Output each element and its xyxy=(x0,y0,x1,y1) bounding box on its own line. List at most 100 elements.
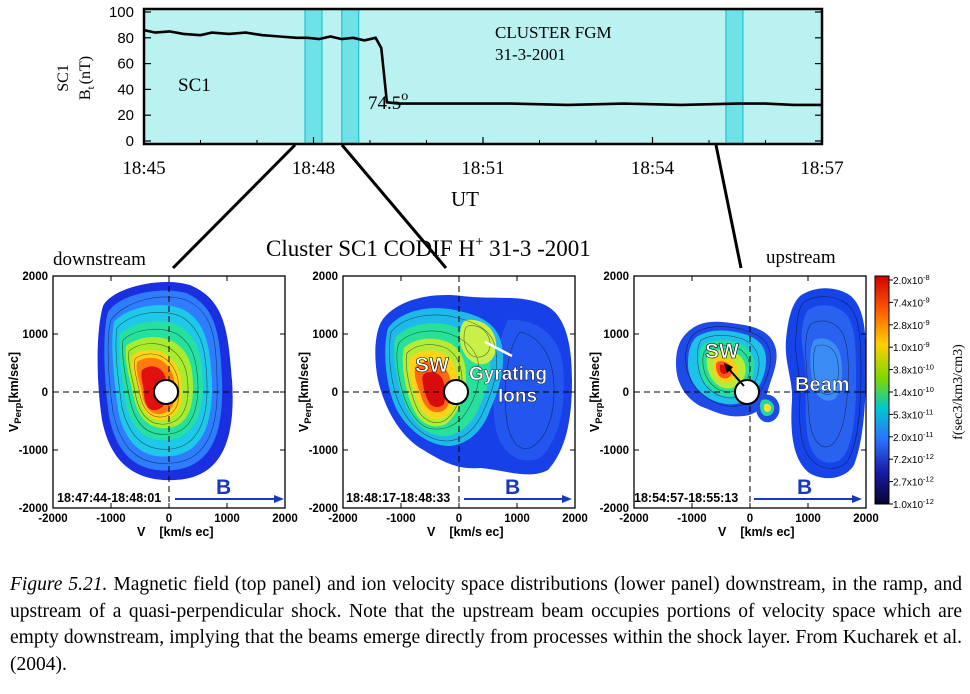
vperp-tick-label: 0 xyxy=(623,387,629,399)
vperp-tick-label: -1000 xyxy=(19,445,48,457)
date-title: 31-3-2001 xyxy=(495,45,566,64)
vperp-tick-label: 2000 xyxy=(603,271,629,283)
colorbar-label: 5.3x10-11 xyxy=(893,407,933,421)
highlight-band-3 xyxy=(725,8,744,145)
v-tick-label: -1000 xyxy=(96,513,125,525)
plot-background xyxy=(144,9,822,144)
origin-marker xyxy=(734,379,760,405)
x-tick-label: 18:54 xyxy=(631,158,675,179)
colorbar-label: 2.0x10-8 xyxy=(893,273,930,287)
colorbar: 2.0x10-8 7.4x10-9 2.8x10-9 1.0x10-9 3.8x10-1… xyxy=(874,273,966,511)
sw-label-ramp: SW xyxy=(415,354,449,377)
y-tick-label: 80 xyxy=(117,30,134,47)
b-arrow-downstream: B xyxy=(175,476,284,503)
vperp-axis-label: VPerp[km/sec] xyxy=(588,352,605,432)
b-label-downstream: B xyxy=(216,476,231,499)
time-label-downstream: 18:47:44-18:48:01 xyxy=(57,491,161,505)
vperp-tick-label: 1000 xyxy=(312,329,338,341)
colorbar-label: 1.0x10-12 xyxy=(893,497,934,511)
caption-text: Magnetic field (top panel) and ion veloc… xyxy=(10,574,963,675)
colorbar-label: 2.8x10-9 xyxy=(893,318,930,332)
vperp-axis-label: VPerp[km/sec] xyxy=(297,352,314,432)
vperp-tick-label: 2000 xyxy=(22,271,48,283)
vperp-tick-label: -2000 xyxy=(600,503,629,515)
field-magnitude-line xyxy=(143,28,822,107)
x-tick-label: 18:48 xyxy=(292,158,335,179)
x-tick-label: 18:51 xyxy=(461,158,504,179)
highlight-bands xyxy=(304,8,744,145)
distribution-panel-ramp: -2000-2000 -1000 -1000 0 0 1000 1000 2000 2000 V[… xyxy=(297,271,588,539)
colorbar-label: 7.4x10-9 xyxy=(893,295,930,309)
time-label-upstream: 18:54:57-18:55:13 xyxy=(634,491,738,505)
panel-annotations: 18:47:44-18:48:01 18:48:17-18:48:33 18:5… xyxy=(57,340,862,505)
v-axis-label: V [km/s ec] xyxy=(718,525,795,539)
figure-caption: Figure 5.21. Magnetic field (top panel) … xyxy=(10,572,962,678)
figure: 100 80 60 40 20 0 18:45 18:48 18:51 18:54 18:57 S… xyxy=(7,4,966,539)
gyrating-label-2: Ions xyxy=(498,386,537,407)
vperp-axis-label: VPerp[km/sec] xyxy=(7,352,24,432)
v-axis-label: V [km/s ec] xyxy=(427,525,504,539)
b-arrow-upstream: B xyxy=(754,476,862,503)
v-tick-label: 2000 xyxy=(853,513,879,525)
colorbar-title: f(sec3/km3/cm3) xyxy=(951,344,966,440)
v-tick-label: 2000 xyxy=(562,513,588,525)
x-axis-label: UT xyxy=(451,187,479,211)
b-label-upstream: B xyxy=(797,476,812,499)
v-tick-label: -2000 xyxy=(619,513,648,525)
colorbar-label: 7.2x10-12 xyxy=(893,452,934,466)
vperp-tick-label: 2000 xyxy=(312,271,338,283)
y-tick-label: 60 xyxy=(117,56,134,73)
y-tick-label: 40 xyxy=(117,81,134,98)
v-axis-label: V [km/s ec] xyxy=(137,525,214,539)
sw-label-upstream: SW xyxy=(705,340,739,363)
b-label-ramp: B xyxy=(505,476,520,499)
highlight-band-2 xyxy=(341,8,360,145)
vperp-tick-label: 0 xyxy=(42,387,48,399)
v-tick-label: 0 xyxy=(166,513,172,525)
x-axis-ticks: 18:45 18:48 18:51 18:54 18:57 xyxy=(122,137,844,179)
distribution-blob xyxy=(375,295,572,475)
gyrating-label-1: Gyrating xyxy=(469,364,547,385)
y-tick-label: 100 xyxy=(109,4,134,21)
v-tick-label: -1000 xyxy=(677,513,706,525)
vperp-tick-label: 1000 xyxy=(603,329,629,341)
sc1-inner-label: SC1 xyxy=(178,75,211,96)
distribution-panel-downstream: -2000-2000 -1000 -1000 0 0 1000 1000 2000 2000 V[… xyxy=(7,271,298,539)
magnetic-field-panel: 100 80 60 40 20 0 18:45 18:48 18:51 18:54 18:57 S… xyxy=(55,4,844,211)
vperp-tick-label: -1000 xyxy=(309,445,338,457)
codif-headline: Cluster SC1 CODIF H+ 31-3 -2001 xyxy=(266,234,591,261)
angle-label: 74.5o xyxy=(368,89,408,114)
vperp-tick-label: -1000 xyxy=(600,445,629,457)
vperp-tick-label: 0 xyxy=(332,387,338,399)
sw-direction-arrow xyxy=(727,367,745,387)
b-arrow-ramp: B xyxy=(464,476,572,503)
vperp-tick-label: -2000 xyxy=(309,503,338,515)
origin-marker xyxy=(153,379,179,405)
time-label-ramp: 18:48:17-18:48:33 xyxy=(346,491,450,505)
colorbar-label: 3.8x10-10 xyxy=(893,363,934,377)
distribution-panel-upstream: -2000-2000 -1000 -1000 0 0 1000 1000 2000 2000 V[… xyxy=(588,271,879,539)
colorbar-label: 1.4x10-10 xyxy=(893,385,934,399)
y-tick-label: 0 xyxy=(126,133,134,150)
v-tick-label: 1000 xyxy=(504,513,530,525)
colorbar-label: 2.0x10-11 xyxy=(893,430,933,444)
colorbar-label: 2.7x10-12 xyxy=(893,475,934,489)
y-axis-label-sc1: SC1 xyxy=(55,64,72,92)
v-tick-label: 2000 xyxy=(272,513,298,525)
v-tick-label: 0 xyxy=(747,513,753,525)
colorbar-label: 1.0x10-9 xyxy=(893,340,930,354)
connector-lines xyxy=(171,143,743,270)
y-axis-label-bt: Bt(nT) xyxy=(77,56,97,100)
vperp-tick-label: -2000 xyxy=(19,503,48,515)
gyrating-pointer xyxy=(484,340,513,358)
beam-label: Beam xyxy=(795,374,849,396)
upstream-title: upstream xyxy=(766,247,836,268)
instrument-title: CLUSTER FGM xyxy=(495,23,612,42)
x-tick-label: 18:45 xyxy=(122,158,165,179)
y-tick-label: 20 xyxy=(117,107,134,124)
vperp-tick-label: 1000 xyxy=(22,329,48,341)
origin-marker xyxy=(443,379,469,405)
v-tick-label: 1000 xyxy=(214,513,240,525)
v-tick-label: 0 xyxy=(456,513,462,525)
x-tick-label: 18:57 xyxy=(800,158,843,179)
